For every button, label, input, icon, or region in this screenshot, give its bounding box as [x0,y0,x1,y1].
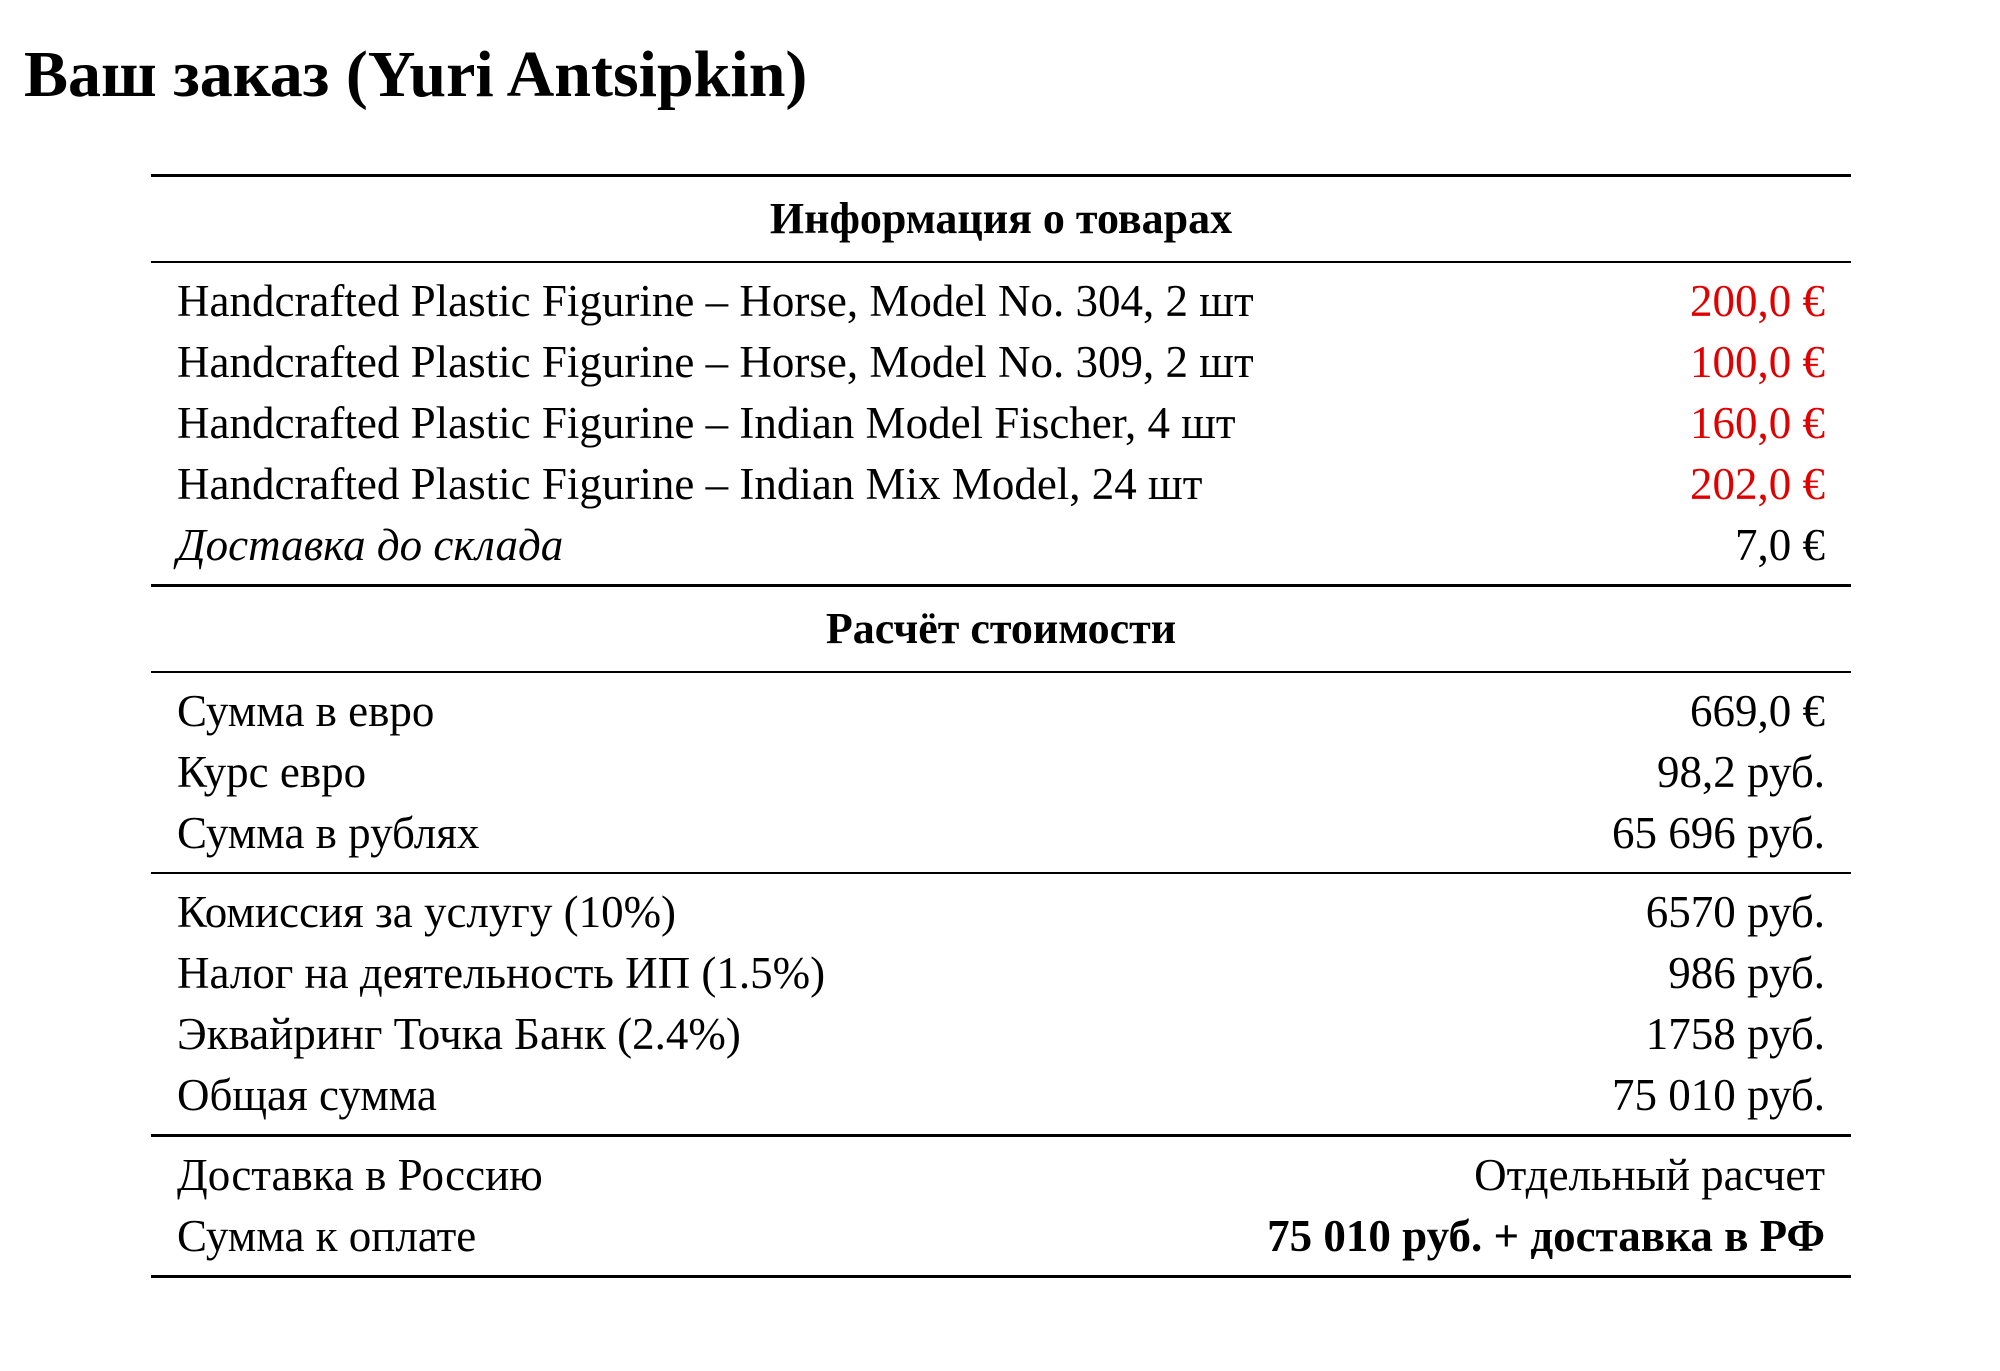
divider [151,261,1851,263]
calc-row: Эквайринг Точка Банк (2.4%) 1758 руб. [177,1004,1825,1065]
page-title: Ваш заказ (Yuri Antsipkin) [24,38,808,111]
calc-row: Сумма в евро 669,0 € [177,681,1825,742]
calc-group-2: Комиссия за услугу (10%) 6570 руб. Налог … [151,874,1851,1134]
divider [151,872,1851,874]
calc-group-3: Доставка в Россию Отдельный расчет Сумма … [151,1137,1851,1275]
goods-heading: Информация о товарах [769,194,1233,243]
calc-label: Сумма к оплате [177,1211,477,1261]
divider [151,1275,1851,1278]
item-row: Handcrafted Plastic Figurine – Indian Mo… [177,393,1825,454]
calc-label: Сумма в евро [177,686,435,736]
calc-value: 65 696 руб. [1612,808,1825,858]
calc-label: Налог на деятельность ИП (1.5%) [177,948,826,998]
calc-value: 98,2 руб. [1657,747,1825,797]
order-table: Информация о товарах Handcrafted Plastic… [151,174,1851,1278]
calc-row: Комиссия за услугу (10%) 6570 руб. [177,882,1825,943]
warehouse-delivery-row: Доставка до склада 7,0 € [177,515,1825,576]
calc-value: 986 руб. [1668,948,1825,998]
calc-row: Налог на деятельность ИП (1.5%) 986 руб. [177,943,1825,1004]
calc-value: 669,0 € [1690,686,1825,736]
item-row: Handcrafted Plastic Figurine – Horse, Mo… [177,271,1825,332]
calc-label: Эквайринг Точка Банк (2.4%) [177,1009,741,1059]
item-row: Handcrafted Plastic Figurine – Horse, Mo… [177,332,1825,393]
item-name: Handcrafted Plastic Figurine – Horse, Mo… [177,337,1254,387]
calc-value: Отдельный расчет [1474,1150,1825,1200]
amount-due-value: 75 010 руб. + доставка в РФ [1267,1211,1825,1261]
calc-label: Комиссия за услугу (10%) [177,887,677,937]
russia-delivery-row: Доставка в Россию Отдельный расчет [177,1145,1825,1206]
calc-row: Сумма в рублях 65 696 руб. [177,803,1825,864]
calc-heading: Расчёт стоимости [825,604,1177,653]
item-price: 202,0 € [1690,459,1825,509]
divider [151,584,1851,587]
item-price: 200,0 € [1690,276,1825,326]
item-price: 160,0 € [1690,398,1825,448]
item-price: 100,0 € [1690,337,1825,387]
divider [151,1134,1851,1137]
calc-value: 75 010 руб. [1612,1070,1825,1120]
warehouse-delivery-value: 7,0 € [1735,520,1825,570]
divider [151,174,1851,177]
calc-label: Доставка в Россию [177,1150,543,1200]
divider [151,671,1851,673]
calc-row: Курс евро 98,2 руб. [177,742,1825,803]
item-name: Handcrafted Plastic Figurine – Horse, Mo… [177,276,1254,326]
item-name: Handcrafted Plastic Figurine – Indian Mo… [177,398,1236,448]
warehouse-delivery-label: Доставка до склада [177,520,564,570]
calc-label: Общая сумма [177,1070,437,1120]
calc-value: 1758 руб. [1645,1009,1825,1059]
calc-label: Курс евро [177,747,367,797]
item-name: Handcrafted Plastic Figurine – Indian Mi… [177,459,1203,509]
calc-label: Сумма в рублях [177,808,480,858]
amount-due-row: Сумма к оплате 75 010 руб. + доставка в Р… [177,1206,1825,1267]
calc-value: 6570 руб. [1645,887,1825,937]
item-row: Handcrafted Plastic Figurine – Indian Mi… [177,454,1825,515]
goods-list: Handcrafted Plastic Figurine – Horse, Mo… [151,263,1851,584]
calc-group-1: Сумма в евро 669,0 € Курс евро 98,2 руб. С… [151,673,1851,872]
total-row: Общая сумма 75 010 руб. [177,1065,1825,1126]
